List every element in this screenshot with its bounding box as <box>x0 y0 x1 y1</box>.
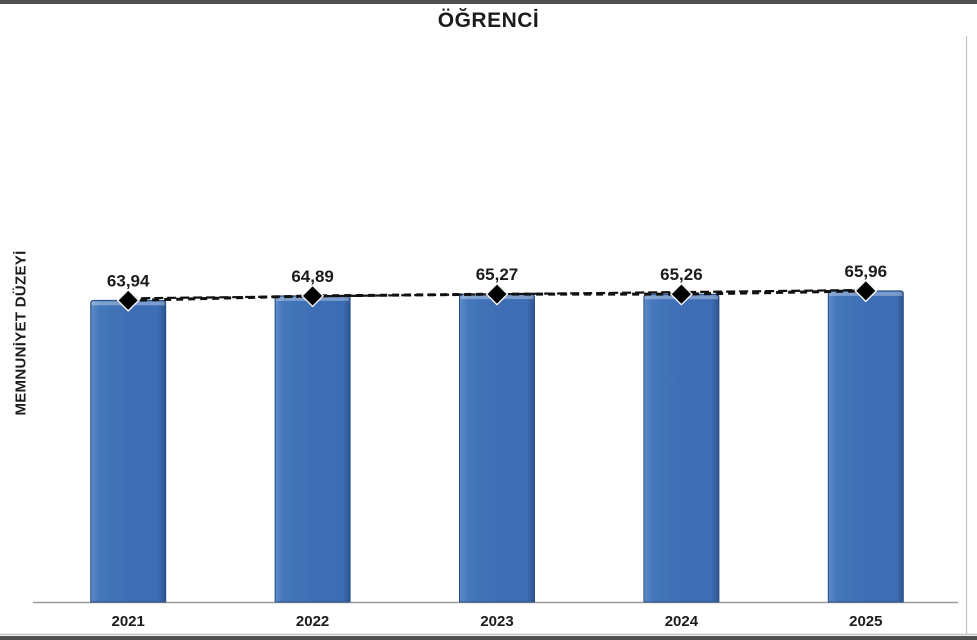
bar-2024 <box>643 293 720 603</box>
diamond-marker-2024 <box>669 282 693 306</box>
chart-title: ÖĞRENCİ <box>437 9 540 32</box>
x-tick-2024: 2024 <box>665 613 699 630</box>
value-label-2021: 63,94 <box>107 271 150 290</box>
screenshot-bottom-edge <box>0 636 977 640</box>
screenshot-top-edge <box>0 0 977 4</box>
bar-2022 <box>274 295 351 603</box>
diamond-marker-2022 <box>301 284 325 308</box>
x-tick-2021: 2021 <box>112 613 145 630</box>
x-tick-2025: 2025 <box>849 613 882 630</box>
diamond-marker-2025 <box>854 279 878 303</box>
bar-2025 <box>827 290 904 603</box>
series-line-dashed <box>128 289 866 302</box>
diamond-marker-2023 <box>485 282 509 306</box>
value-label-2023: 65,27 <box>476 265 519 284</box>
value-label-2022: 64,89 <box>291 267 334 286</box>
bar-2023 <box>459 293 535 603</box>
value-label-2025: 65,96 <box>845 262 888 281</box>
y-axis-title: MEMNUNİYET DÜZEYİ <box>12 250 30 416</box>
x-tick-2023: 2023 <box>480 613 513 630</box>
bar-2021 <box>90 299 167 603</box>
x-tick-2022: 2022 <box>296 613 329 630</box>
value-label-2024: 65,26 <box>660 265 703 284</box>
diamond-marker-2021 <box>116 288 140 312</box>
